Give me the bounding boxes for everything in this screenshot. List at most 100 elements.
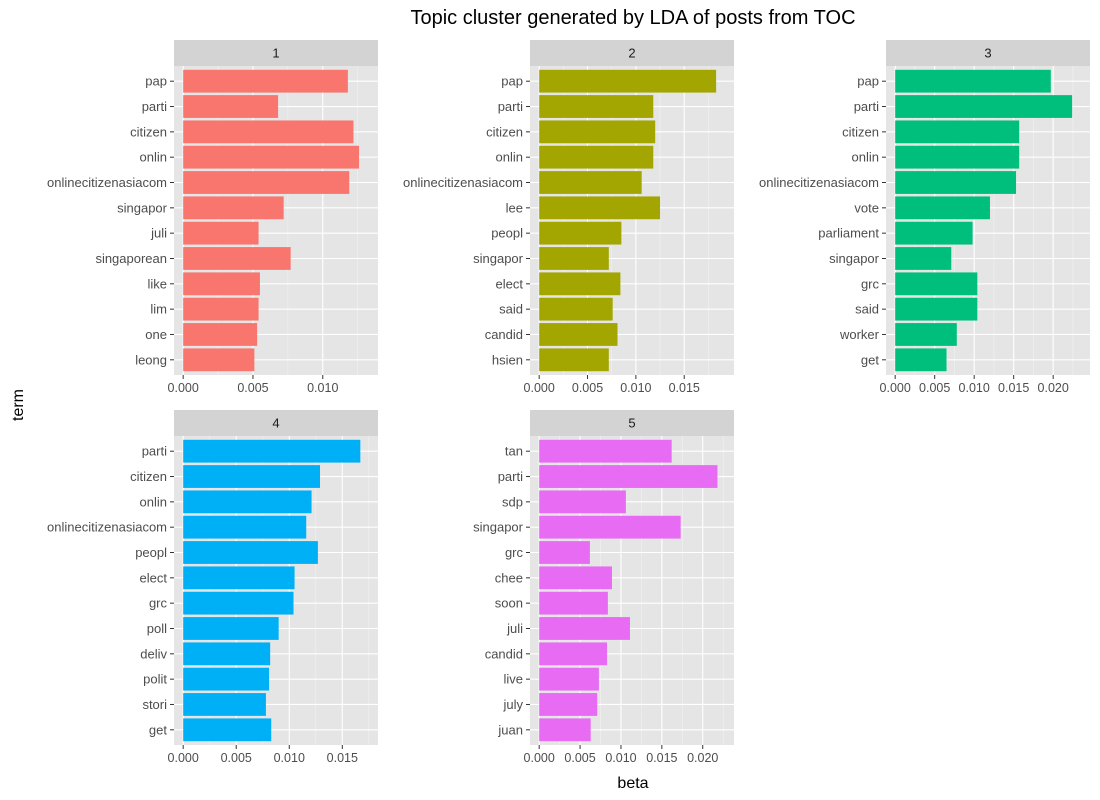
bar-2-candid (539, 323, 618, 346)
bar-4-stori (183, 693, 266, 716)
term-label-1-onlinecitizenasiacom: onlinecitizenasiacom (47, 175, 167, 190)
term-label-3-pap: pap (857, 74, 879, 89)
term-label-1-parti: parti (142, 99, 167, 114)
term-label-2-pap: pap (501, 74, 523, 89)
term-label-4-onlin: onlin (140, 494, 167, 509)
term-label-3-worker: worker (839, 327, 880, 342)
x-tick-label-4-2: 0.010 (274, 751, 305, 765)
bar-1-parti (183, 95, 279, 118)
bar-2-hsien (539, 348, 609, 372)
term-label-5-soon: soon (495, 596, 523, 611)
bar-4-polit (183, 667, 270, 691)
facet-strip-label-4: 4 (272, 416, 279, 431)
x-tick-label-4-1: 0.005 (221, 751, 252, 765)
term-label-5-chee: chee (495, 570, 523, 585)
facet-panels: 1 0.000 0.005 0.010 pap parti citizen onlin onli… (47, 40, 1090, 765)
term-label-1-singaporean: singaporean (95, 251, 167, 266)
bar-3-grc (895, 272, 978, 296)
term-label-4-parti: parti (142, 444, 167, 459)
x-tick-label-4-3: 0.015 (327, 751, 358, 765)
bar-5-candid (539, 642, 608, 666)
bar-2-elect (539, 272, 621, 296)
bar-4-onlin (183, 490, 312, 514)
x-tick-label-5-2: 0.010 (605, 751, 636, 765)
bar-3-singapor (895, 247, 952, 270)
term-label-4-peopl: peopl (135, 545, 167, 560)
term-label-1-like: like (147, 276, 167, 291)
term-label-3-singapor: singapor (829, 251, 880, 266)
term-label-5-candid: candid (485, 646, 523, 661)
bar-5-juli (539, 617, 630, 640)
x-tick-label-5-1: 0.005 (564, 751, 595, 765)
bar-3-onlinecitizenasiacom (895, 171, 1017, 194)
x-tick-label-5-4: 0.020 (687, 751, 718, 765)
bar-2-peopl (539, 221, 622, 245)
bar-1-singapor (183, 196, 284, 220)
facet-strip-3 (886, 40, 1090, 66)
term-label-4-get: get (149, 722, 167, 737)
bar-3-said (895, 297, 978, 321)
bar-2-pap (539, 69, 717, 93)
bar-3-parliament (895, 221, 973, 245)
term-label-1-lim: lim (150, 302, 167, 317)
term-label-1-leong: leong (135, 352, 167, 367)
x-tick-label-3-1: 0.005 (919, 381, 950, 395)
bar-1-onlinecitizenasiacom (183, 171, 350, 194)
x-tick-label-3-3: 0.015 (998, 381, 1029, 395)
bar-5-chee (539, 566, 612, 590)
bar-2-onlinecitizenasiacom (539, 171, 642, 194)
bar-4-onlinecitizenasiacom (183, 515, 307, 539)
x-tick-label-2-0: 0.000 (524, 381, 555, 395)
term-label-4-grc: grc (149, 596, 168, 611)
term-label-1-one: one (145, 327, 167, 342)
x-tick-label-5-0: 0.000 (524, 751, 555, 765)
bar-5-grc (539, 541, 590, 564)
facet-panel-3: 3 0.000 0.005 0.010 0.015 0.020 pap parti citize… (759, 40, 1090, 395)
term-label-5-july: july (502, 697, 523, 712)
facet-panel-4: 4 0.000 0.005 0.010 0.015 parti citizen onlin on… (47, 410, 378, 765)
bar-4-parti (183, 439, 361, 463)
bar-1-juli (183, 221, 259, 245)
bar-4-get (183, 718, 272, 742)
bar-4-citizen (183, 465, 321, 488)
facet-strip-label-1: 1 (272, 46, 279, 61)
bar-3-citizen (895, 120, 1020, 144)
term-label-3-parti: parti (854, 99, 879, 114)
bar-2-lee (539, 196, 661, 220)
bar-2-onlin (539, 145, 654, 169)
term-label-2-singapor: singapor (473, 251, 524, 266)
bar-4-peopl (183, 541, 318, 564)
facet-strip-5 (530, 410, 734, 436)
bar-2-singapor (539, 247, 609, 270)
bar-4-elect (183, 566, 295, 590)
facet-strip-2 (530, 40, 734, 66)
bar-4-poll (183, 617, 279, 640)
x-tick-label-1-1: 0.005 (237, 381, 268, 395)
bar-1-citizen (183, 120, 354, 144)
term-label-4-polit: polit (143, 672, 167, 687)
term-label-5-parti: parti (498, 469, 523, 484)
bar-5-july (539, 693, 598, 716)
term-label-2-elect: elect (496, 276, 524, 291)
x-tick-label-1-0: 0.000 (168, 381, 199, 395)
term-label-4-poll: poll (147, 621, 167, 636)
bar-2-said (539, 297, 613, 321)
term-label-1-singapor: singapor (117, 200, 168, 215)
bar-5-tan (539, 439, 672, 463)
term-label-1-onlin: onlin (140, 150, 167, 165)
term-label-4-deliv: deliv (140, 646, 167, 661)
term-label-5-sdp: sdp (502, 494, 523, 509)
facet-panel-2: 2 0.000 0.005 0.010 0.015 pap parti citizen onli… (403, 40, 734, 395)
term-label-2-candid: candid (485, 327, 523, 342)
x-tick-label-3-0: 0.000 (880, 381, 911, 395)
term-label-2-lee: lee (506, 200, 523, 215)
y-axis-title: term (10, 389, 27, 421)
bar-5-parti (539, 465, 718, 488)
term-label-2-citizen: citizen (486, 124, 523, 139)
bar-1-singaporean (183, 247, 291, 270)
bar-1-leong (183, 348, 255, 372)
bar-3-worker (895, 323, 957, 346)
term-label-4-stori: stori (142, 697, 167, 712)
term-label-2-said: said (499, 302, 523, 317)
x-tick-label-3-4: 0.020 (1038, 381, 1069, 395)
